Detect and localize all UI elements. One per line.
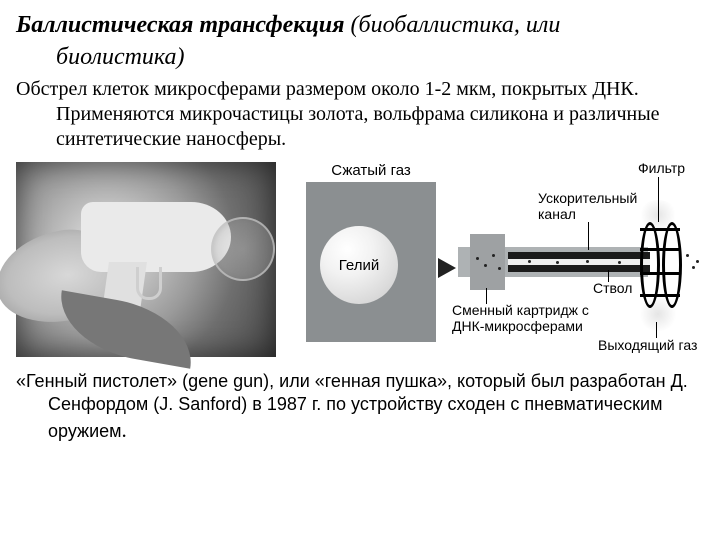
particle-dot — [692, 266, 695, 269]
label-barrel: Ствол — [593, 280, 632, 296]
particle-dot — [586, 260, 589, 263]
filter — [640, 222, 680, 302]
leader-line — [486, 288, 487, 304]
title-paren: (биобаллистика, или — [351, 12, 561, 38]
filter-bar — [640, 272, 680, 275]
caption-tail: . — [122, 418, 127, 442]
particle-dot — [618, 261, 621, 264]
label-filter: Фильтр — [638, 160, 685, 176]
particle-dot — [476, 257, 479, 260]
particle-dot — [484, 264, 487, 267]
leader-line — [656, 322, 657, 338]
cartridge-box — [470, 234, 505, 290]
body-text: Обстрел клеток микросферами размером око… — [16, 77, 704, 152]
gas-cloud — [638, 297, 678, 331]
title-line: Баллистическая трансфекция (биобаллистик… — [16, 10, 704, 40]
gene-gun-schematic: Сжатый газ Гелий — [288, 162, 698, 362]
leader-line — [658, 177, 659, 222]
label-accel-channel: Ускорительный канал — [538, 190, 637, 222]
gun-trigger — [136, 267, 162, 300]
particle-dot — [556, 261, 559, 264]
label-cartridge: Сменный картридж с ДНК-микросферами — [452, 302, 589, 334]
petri-dish — [211, 217, 275, 281]
gene-gun-photo — [16, 162, 276, 357]
title-continuation: биолистика) — [16, 44, 704, 71]
figure-row: Сжатый газ Гелий — [16, 162, 704, 362]
slide: Баллистическая трансфекция (биобаллистик… — [0, 0, 720, 540]
caption-text: «Генный пистолет» (gene gun), или «генна… — [16, 371, 688, 441]
leader-line — [608, 270, 609, 282]
caption: «Генный пистолет» (gene gun), или «генна… — [16, 370, 704, 444]
helium-sphere: Гелий — [320, 226, 398, 304]
title-term: Баллистическая трансфекция — [16, 12, 345, 38]
arrow-icon — [438, 258, 456, 278]
label-outgas: Выходящий газ — [598, 337, 697, 353]
particle-dot — [528, 260, 531, 263]
leaf-shape — [52, 290, 199, 368]
particle-dot — [492, 254, 495, 257]
particle-dot — [686, 254, 689, 257]
particle-dot — [696, 260, 699, 263]
particle-dot — [498, 267, 501, 270]
leader-line — [588, 222, 589, 250]
gun-body — [81, 202, 231, 272]
filter-bar — [640, 248, 680, 251]
label-compressed-gas: Сжатый газ — [306, 162, 436, 179]
